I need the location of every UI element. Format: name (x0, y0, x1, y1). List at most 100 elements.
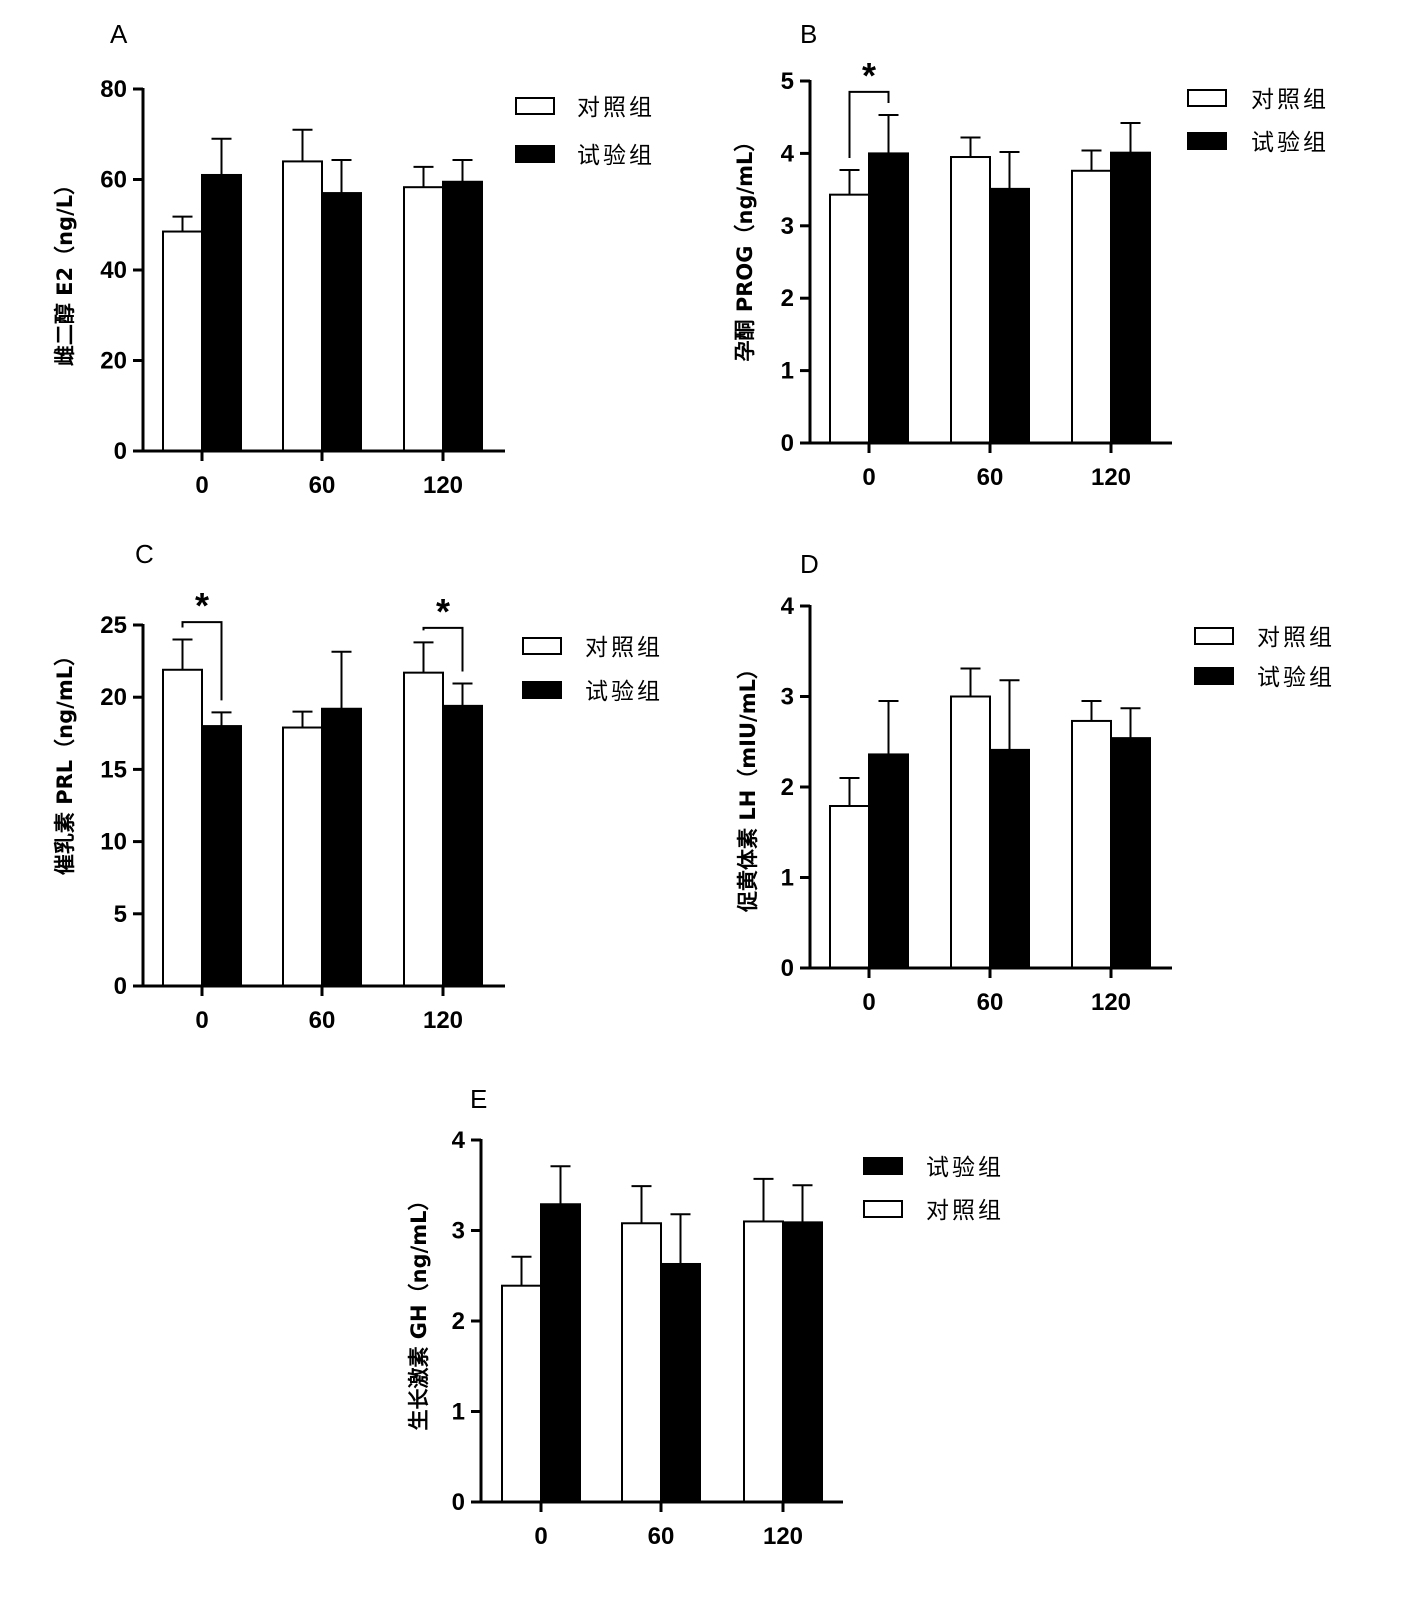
bar-treatment (868, 753, 909, 969)
y-axis-label: 促黄体素 LH（mIU/mL） (736, 658, 760, 913)
bar-control (403, 186, 444, 452)
y-axis-label: 生长激素 GH（ng/mL） (407, 1189, 431, 1430)
bar-control (162, 668, 203, 987)
significance-star: * (862, 55, 876, 96)
bar-treatment (1110, 151, 1151, 444)
x-tick-label: 0 (534, 1523, 547, 1550)
bar-treatment (442, 180, 483, 452)
y-tick-label: 4 (781, 140, 795, 167)
y-tick-label: 3 (452, 1218, 465, 1245)
bar-treatment (782, 1221, 823, 1503)
significance-bracket (848, 90, 890, 159)
y-tick-label: 0 (781, 955, 794, 982)
x-tick-label: 0 (862, 464, 875, 491)
bar-control (282, 160, 323, 452)
y-tick-label: 2 (452, 1308, 465, 1335)
y-tick-label: 15 (100, 756, 127, 783)
x-tick-label: 60 (309, 1007, 336, 1034)
x-tick-label: 0 (195, 1007, 208, 1034)
bar-treatment (868, 152, 909, 444)
panel-letter: D (800, 549, 819, 579)
panel-letter: B (800, 19, 817, 49)
legend-label: 试验组 (585, 679, 663, 705)
legend-label: 试验组 (577, 143, 655, 169)
bar-control (1071, 169, 1112, 444)
bar-control (950, 156, 991, 445)
y-tick-label: 10 (100, 829, 127, 856)
legend-label: 对照组 (577, 95, 655, 121)
bar-treatment (201, 173, 242, 452)
legend-swatch (863, 1200, 903, 1218)
significance-star: * (195, 585, 209, 626)
y-tick-label: 60 (100, 167, 127, 194)
bar-control (403, 671, 444, 987)
legend-swatch (1194, 667, 1234, 685)
y-axis-label: 雌二醇 E2（ng/L） (53, 174, 77, 366)
bar-treatment (321, 707, 362, 987)
y-tick-label: 0 (781, 430, 794, 457)
bar-treatment (201, 725, 242, 988)
legend-swatch (522, 681, 562, 699)
y-tick-label: 1 (781, 865, 794, 892)
legend-label: 对照组 (1251, 87, 1329, 113)
significance-star: * (436, 591, 450, 632)
y-tick-label: 2 (781, 285, 794, 312)
bar-control (1071, 719, 1112, 969)
x-tick-label: 120 (763, 1523, 803, 1550)
y-tick-label: 0 (114, 438, 127, 465)
bar-control (621, 1222, 662, 1503)
y-tick-label: 2 (781, 774, 794, 801)
x-tick-label: 60 (309, 472, 336, 499)
y-tick-label: 0 (452, 1489, 465, 1516)
bar-treatment (442, 704, 483, 987)
y-axis-label: 催乳素 PRL（ng/mL） (53, 645, 77, 875)
legend-swatch (1194, 627, 1234, 645)
x-tick-label: 120 (1091, 464, 1131, 491)
significance-bracket (181, 621, 223, 701)
y-tick-label: 1 (452, 1399, 465, 1426)
y-tick-label: 20 (100, 348, 127, 375)
y-tick-label: 20 (100, 684, 127, 711)
bar-treatment (660, 1262, 701, 1503)
x-tick-label: 60 (977, 989, 1004, 1016)
significance-bracket (422, 626, 464, 672)
legend-swatch (1187, 89, 1227, 107)
x-tick-label: 0 (862, 989, 875, 1016)
x-tick-label: 60 (648, 1523, 675, 1550)
panel-letter: A (110, 19, 128, 49)
panel-letter: E (470, 1084, 487, 1114)
bar-treatment (540, 1203, 581, 1503)
x-tick-label: 60 (977, 464, 1004, 491)
bar-treatment (989, 748, 1030, 970)
legend-swatch (863, 1157, 903, 1175)
x-tick-label: 0 (195, 472, 208, 499)
legend-label: 对照组 (1257, 625, 1335, 651)
y-tick-label: 1 (781, 358, 794, 385)
y-tick-label: 3 (781, 684, 794, 711)
legend-swatch (515, 97, 555, 115)
legend-label: 对照组 (585, 635, 663, 661)
bar-treatment (1110, 737, 1151, 969)
y-tick-label: 0 (114, 973, 127, 1000)
y-tick-label: 4 (452, 1127, 466, 1154)
y-tick-label: 4 (781, 593, 795, 620)
y-tick-label: 25 (100, 612, 127, 639)
y-tick-label: 80 (100, 76, 127, 103)
legend-label: 试验组 (926, 1155, 1004, 1181)
bar-treatment (989, 187, 1030, 444)
bar-control (950, 695, 991, 969)
legend-label: 试验组 (1251, 130, 1329, 156)
panel-letter: C (135, 539, 154, 569)
y-axis-label: 孕酮 PROG（ng/mL） (733, 131, 757, 362)
bar-treatment (321, 192, 362, 452)
legend-label: 试验组 (1257, 665, 1335, 691)
legend-swatch (522, 637, 562, 655)
bar-control (162, 230, 203, 452)
x-tick-label: 120 (423, 1007, 463, 1034)
bar-control (501, 1284, 542, 1503)
x-tick-label: 120 (423, 472, 463, 499)
y-tick-label: 40 (100, 257, 127, 284)
